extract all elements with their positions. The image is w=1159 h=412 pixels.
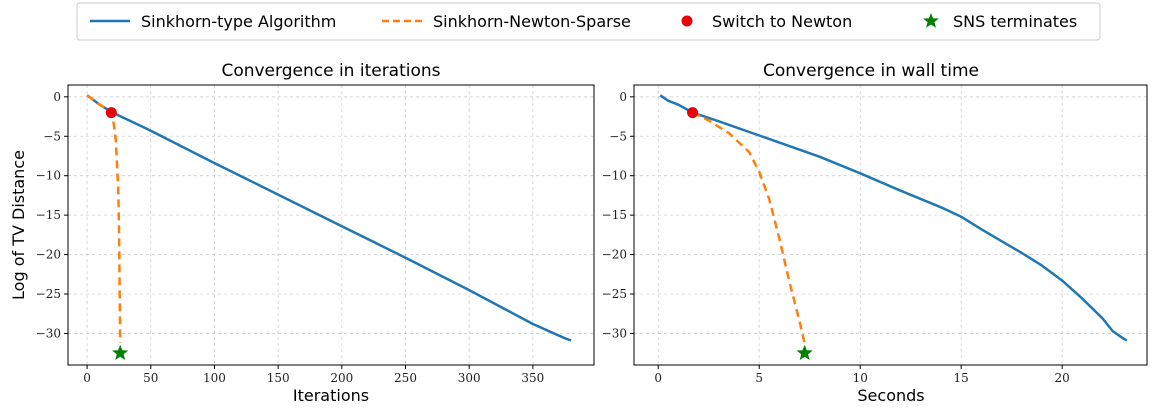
y-tick-label: −20	[602, 248, 627, 262]
legend-frame	[76, 2, 1101, 41]
y-tick-label: −5	[609, 129, 627, 143]
x-tick-label: 0	[654, 371, 662, 385]
panel-iterations: Convergence in iterations 0 50 100 150 200 25…	[9, 61, 595, 405]
x-axis-wall-time: 0 5 10 15 20	[654, 365, 1070, 385]
plot-area-iterations	[67, 84, 595, 366]
grid-iterations	[68, 85, 594, 365]
series-line-iterations-sinkhorn	[86, 94, 572, 342]
marker-switch-to-newton	[687, 107, 699, 119]
series-line-wall-time-sinkhorn	[659, 94, 1128, 342]
legend-label-sns: Sinkhorn-Newton-Sparse	[433, 12, 631, 31]
x-axis-iterations: 0 50 100 150 200 250 300 350	[83, 365, 544, 385]
series-line-wall-time-sns	[692, 111, 806, 344]
x-tick-label: 15	[954, 371, 969, 385]
x-tick-label: 0	[83, 371, 91, 385]
marker-switch-to-newton	[105, 107, 117, 119]
legend-label-switch: Switch to Newton	[712, 12, 852, 31]
panel-wall-time: Convergence in wall time 0 5 10 15 20 0 −5 −10…	[602, 61, 1148, 405]
y-tick-label: −10	[36, 169, 61, 183]
x-axis-label-wall-time: Seconds	[857, 386, 924, 405]
markers-group-wall-time	[687, 107, 813, 360]
y-axis-iterations: 0 −5 −10 −15 −20 −25 −30	[36, 90, 68, 340]
x-tick-label: 10	[853, 371, 868, 385]
y-tick-label: −25	[36, 287, 61, 301]
y-axis-wall-time: 0 −5 −10 −15 −20 −25 −30	[602, 90, 634, 340]
y-tick-label: −15	[602, 208, 627, 222]
y-tick-label: −30	[602, 326, 627, 340]
legend-swatch-switch-dot	[681, 15, 693, 27]
marker-sns-terminates	[112, 344, 129, 360]
x-tick-label: 20	[1055, 371, 1070, 385]
legend-swatch-terminate-star	[923, 13, 939, 28]
chart-title-wall-time: Convergence in wall time	[763, 61, 979, 81]
marker-sns-terminates	[796, 344, 813, 360]
y-tick-label: −30	[36, 326, 61, 340]
y-tick-label: −5	[43, 129, 61, 143]
y-tick-label: 0	[53, 90, 61, 104]
series-group-wall-time	[659, 94, 1128, 344]
y-tick-label: −10	[602, 169, 627, 183]
y-tick-label: −25	[602, 287, 627, 301]
x-tick-label: 300	[458, 371, 481, 385]
x-tick-label: 100	[203, 371, 226, 385]
series-group-iterations	[86, 94, 572, 343]
x-tick-label: 200	[330, 371, 353, 385]
y-axis-label: Log of TV Distance	[9, 150, 28, 300]
x-tick-label: 150	[267, 371, 290, 385]
grid-wall-time	[634, 85, 1147, 365]
x-tick-label: 50	[143, 371, 158, 385]
legend-label-terminate: SNS terminates	[953, 12, 1077, 31]
x-tick-label: 250	[394, 371, 417, 385]
x-axis-label-iterations: Iterations	[293, 386, 369, 405]
x-tick-label: 5	[755, 371, 763, 385]
legend-label-sinkhorn: Sinkhorn-type Algorithm	[141, 12, 336, 31]
chart-title-iterations: Convergence in iterations	[221, 61, 440, 81]
legend: Sinkhorn-type Algorithm Sinkhorn-Newton-…	[76, 2, 1101, 41]
markers-group-iterations	[105, 107, 129, 360]
y-tick-label: −20	[36, 248, 61, 262]
y-tick-label: 0	[619, 90, 627, 104]
plot-area-wall-time	[633, 84, 1148, 366]
y-tick-label: −15	[36, 208, 61, 222]
x-tick-label: 350	[521, 371, 544, 385]
series-line-iterations-sns	[86, 94, 122, 343]
